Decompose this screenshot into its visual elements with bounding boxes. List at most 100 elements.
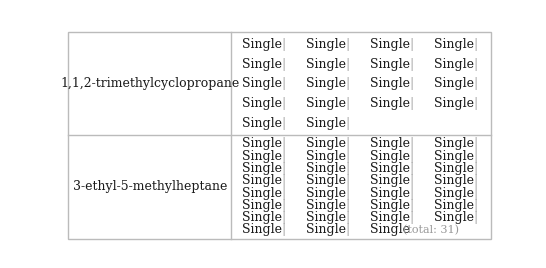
Text: |: | [473,162,478,175]
Text: Single: Single [242,199,282,212]
Text: Single: Single [370,224,410,236]
Text: 1,1,2-trimethylcyclopropane: 1,1,2-trimethylcyclopropane [60,77,239,90]
Text: |: | [473,97,478,110]
Text: |: | [281,211,286,224]
Text: Single: Single [434,38,474,51]
Text: Single: Single [370,162,410,175]
Text: Single: Single [306,162,346,175]
Text: |: | [281,97,286,110]
Text: |: | [346,38,349,51]
Text: Single: Single [434,174,474,187]
Text: Single: Single [434,77,474,90]
Text: |: | [410,150,414,163]
Text: |: | [346,58,349,70]
Text: |: | [410,174,414,187]
Text: Single: Single [242,224,282,236]
Text: Single: Single [306,199,346,212]
Text: |: | [410,162,414,175]
Text: |: | [410,211,414,224]
Text: |: | [281,117,286,129]
Text: Single: Single [434,150,474,163]
Text: |: | [473,199,478,212]
Text: |: | [410,137,414,150]
Text: Single: Single [434,187,474,200]
Text: |: | [346,174,349,187]
Text: Single: Single [306,38,346,51]
Text: |: | [281,77,286,90]
Text: |: | [473,38,478,51]
Text: |: | [473,187,478,200]
Text: |: | [410,58,414,70]
Text: Single: Single [306,97,346,110]
Text: Single: Single [370,77,410,90]
Text: |: | [473,150,478,163]
Text: |: | [281,187,286,200]
Text: Single: Single [370,187,410,200]
Text: Single: Single [370,38,410,51]
Text: Single: Single [306,77,346,90]
Text: Single: Single [242,162,282,175]
Text: Single: Single [434,137,474,150]
Text: Single: Single [306,224,346,236]
Text: |: | [281,224,286,236]
Text: Single: Single [434,211,474,224]
Text: |: | [281,162,286,175]
Text: |: | [281,38,286,51]
Text: Single: Single [434,199,474,212]
Text: Single: Single [242,174,282,187]
Text: |: | [346,199,349,212]
Text: Single: Single [434,162,474,175]
Text: |: | [346,117,349,129]
Text: Single: Single [242,150,282,163]
Text: |: | [281,150,286,163]
Text: Single: Single [306,211,346,224]
Text: |: | [346,162,349,175]
Text: Single: Single [306,137,346,150]
Text: Single: Single [306,174,346,187]
Text: |: | [473,58,478,70]
Text: |: | [410,199,414,212]
Text: |: | [473,211,478,224]
Text: (total: 31): (total: 31) [403,225,460,235]
Text: |: | [346,137,349,150]
Text: Single: Single [370,211,410,224]
Text: |: | [346,187,349,200]
Text: |: | [410,77,414,90]
Text: |: | [346,224,349,236]
Text: Single: Single [306,58,346,70]
Text: 3-ethyl-5-methylheptane: 3-ethyl-5-methylheptane [73,180,227,193]
Text: |: | [473,174,478,187]
Text: Single: Single [370,58,410,70]
Text: |: | [346,211,349,224]
Text: Single: Single [370,137,410,150]
Text: Single: Single [306,187,346,200]
Text: Single: Single [242,97,282,110]
Text: |: | [346,150,349,163]
Text: |: | [346,77,349,90]
Text: Single: Single [242,58,282,70]
Text: Single: Single [370,174,410,187]
Text: Single: Single [242,187,282,200]
Text: Single: Single [434,58,474,70]
Text: Single: Single [434,97,474,110]
Text: |: | [281,58,286,70]
Text: |: | [346,97,349,110]
Text: Single: Single [242,38,282,51]
Text: Single: Single [370,97,410,110]
Text: |: | [473,137,478,150]
Text: |: | [410,187,414,200]
Text: |: | [281,174,286,187]
Text: Single: Single [242,211,282,224]
Text: |: | [281,137,286,150]
Text: Single: Single [242,137,282,150]
Text: |: | [410,97,414,110]
Text: Single: Single [370,150,410,163]
Text: Single: Single [242,117,282,129]
Text: Single: Single [242,77,282,90]
Text: |: | [473,77,478,90]
Text: Single: Single [306,117,346,129]
Text: |: | [281,199,286,212]
Text: Single: Single [306,150,346,163]
Text: Single: Single [370,199,410,212]
Text: |: | [410,38,414,51]
